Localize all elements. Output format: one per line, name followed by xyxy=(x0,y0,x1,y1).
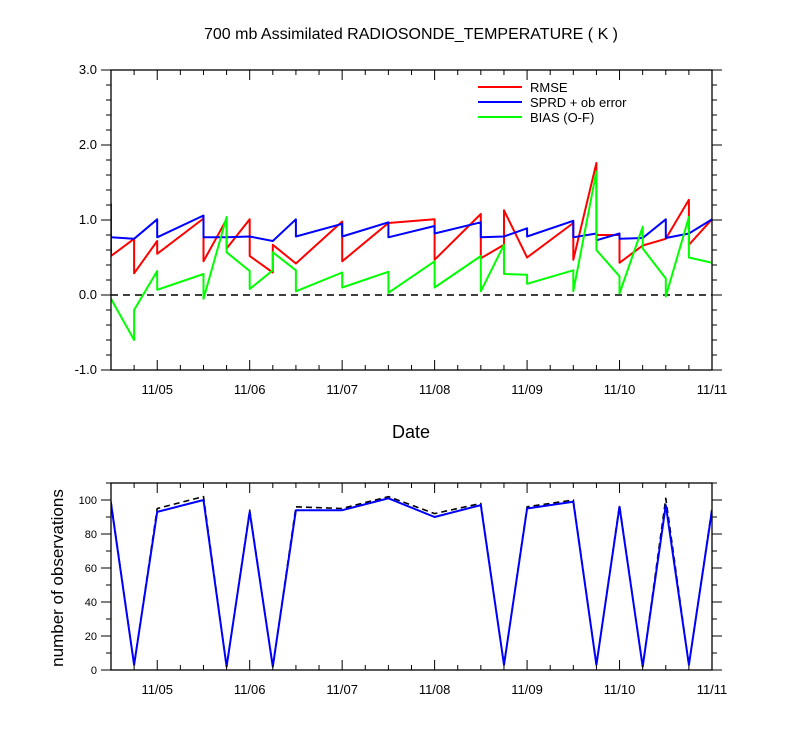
series-line-observations-total xyxy=(111,495,712,668)
series-line-observations-assimilated xyxy=(111,497,712,668)
y-tick-label: 1.0 xyxy=(79,212,97,227)
x-tick-label: 11/11 xyxy=(697,682,728,697)
x-tick-label: 11/10 xyxy=(604,382,636,397)
y-tick-label: 40 xyxy=(85,597,97,609)
legend-label: BIAS (O-F) xyxy=(530,110,594,125)
series-line-bias-o-f xyxy=(111,170,712,341)
x-tick-label: 11/10 xyxy=(604,682,636,697)
x-tick-label: 11/06 xyxy=(234,682,266,697)
y-tick-label: 0.0 xyxy=(79,287,97,302)
y-tick-label: 0 xyxy=(91,665,97,677)
x-tick-label: 11/06 xyxy=(234,382,266,397)
bottom-panel: 11/05 11/06 11/07 11/08 11/09 11/10 11/11 0 20 40… xyxy=(79,482,728,697)
obs-y-axis-label: number of observations xyxy=(48,489,67,667)
series-line-sprd-ob-error xyxy=(111,214,712,242)
legend-label: RMSE xyxy=(530,80,568,95)
x-axis-label: Date xyxy=(392,422,430,442)
y-tick-label: -1.0 xyxy=(75,362,97,377)
y-tick-label: 2.0 xyxy=(79,137,97,152)
top-panel: 11/05 11/06 11/07 11/08 11/09 11/10 11/11 -1.0 0… xyxy=(75,62,728,397)
legend-label: SPRD + ob error xyxy=(530,95,627,110)
chart-title: 700 mb Assimilated RADIOSONDE_TEMPERATUR… xyxy=(204,26,618,43)
x-tick-label: 11/07 xyxy=(326,682,358,697)
x-tick-label: 11/09 xyxy=(511,382,543,397)
x-tick-label: 11/05 xyxy=(141,682,173,697)
x-tick-label: 11/08 xyxy=(419,682,451,697)
x-tick-label: 11/11 xyxy=(697,382,728,397)
x-tick-label: 11/05 xyxy=(141,382,173,397)
y-tick-label: 100 xyxy=(79,495,97,507)
series-line-rmse xyxy=(111,162,712,275)
y-tick-label: 3.0 xyxy=(79,62,97,77)
x-tick-label: 11/07 xyxy=(326,382,358,397)
plot-frame xyxy=(110,482,713,671)
y-tick-label: 80 xyxy=(85,529,97,541)
x-tick-label: 11/08 xyxy=(419,382,451,397)
x-tick-label: 11/09 xyxy=(511,682,543,697)
y-tick-label: 20 xyxy=(85,631,97,643)
y-tick-label: 60 xyxy=(85,563,97,575)
